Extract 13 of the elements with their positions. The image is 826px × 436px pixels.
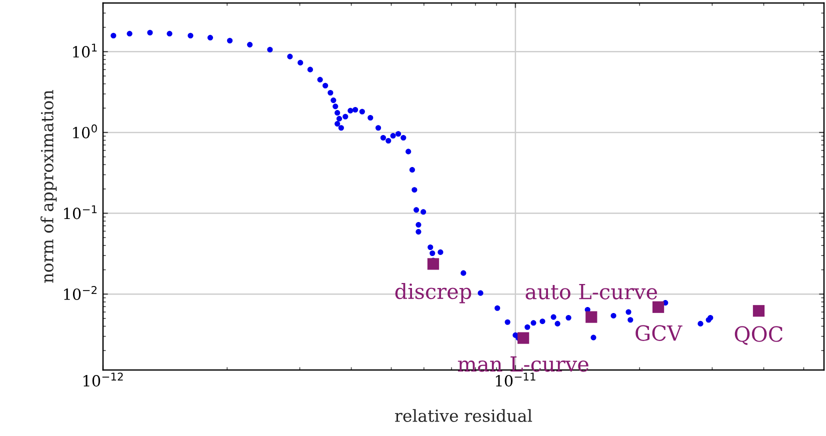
annotation: auto L-curve [526, 284, 658, 300]
y-axis-title: norm of approximation [40, 90, 57, 283]
annotation: GCV [636, 325, 682, 341]
x-tick-label: 10$^{−11}$ [496, 372, 536, 387]
x-axis-title: relative residual [395, 409, 532, 422]
annotation: discrep [395, 283, 472, 304]
y-tick-label: 10$^{1}$ [73, 44, 97, 58]
annotation: QOC [734, 326, 783, 345]
x-tick-label: 10$^{−12}$ [84, 372, 123, 387]
y-tick-label: 10$^{0}$ [73, 124, 97, 138]
y-tick-label: 10$^{−1}$ [64, 205, 97, 220]
annotation: man L-curve [458, 356, 588, 372]
y-tick-label: 10$^{−2}$ [64, 286, 97, 300]
